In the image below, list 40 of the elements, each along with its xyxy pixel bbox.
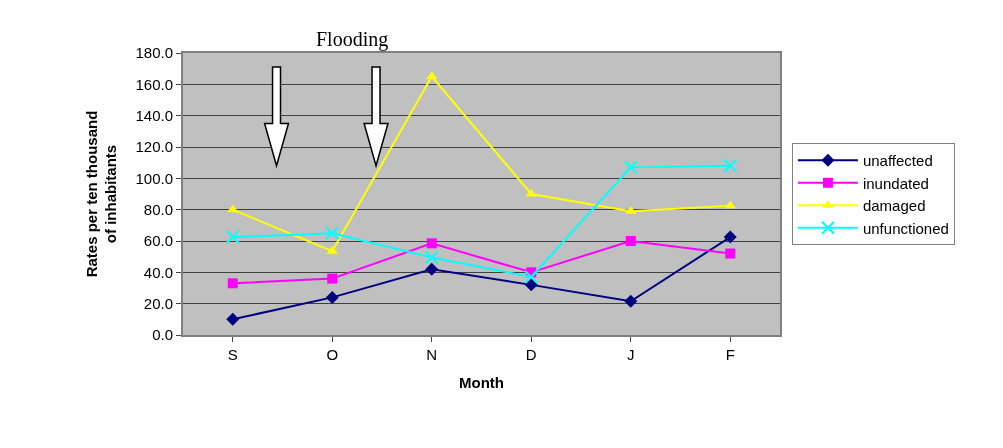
point xyxy=(325,226,340,241)
y-axis-title: Rates per ten thousand of inhabitants xyxy=(82,110,120,278)
point xyxy=(723,230,737,244)
x-tick-label: O xyxy=(326,346,339,363)
y-tick-label: 100.0 xyxy=(135,169,173,187)
point xyxy=(624,294,638,308)
x-tick-label: S xyxy=(227,346,238,363)
x-tick-label: N xyxy=(426,346,438,363)
point xyxy=(327,273,338,284)
point xyxy=(227,278,238,289)
point xyxy=(424,250,439,265)
x-tick-label: D xyxy=(525,346,537,363)
point xyxy=(524,278,538,292)
point xyxy=(226,312,240,326)
point xyxy=(723,158,738,173)
x-tick-label: J xyxy=(627,346,635,363)
y-tick-label: 60.0 xyxy=(143,232,173,250)
legend-label: damaged xyxy=(862,197,926,215)
y-tick-label: 20.0 xyxy=(143,294,173,312)
text: Flooding xyxy=(316,28,389,51)
legend-label: unfunctioned xyxy=(862,219,949,237)
y-tick-label: 160.0 xyxy=(135,75,173,93)
y-tick-label: 0.0 xyxy=(152,326,173,344)
y-tick-label: 80.0 xyxy=(143,200,173,218)
y-tick-label: 180.0 xyxy=(135,44,173,62)
x-axis-title: Month xyxy=(459,373,504,391)
point xyxy=(623,160,638,175)
y-tick-label: 40.0 xyxy=(143,263,173,281)
point xyxy=(225,230,240,245)
x-tick-label: F xyxy=(725,346,735,363)
legend-label: inundated xyxy=(862,174,929,192)
point xyxy=(425,262,439,276)
point xyxy=(625,236,636,246)
point xyxy=(325,290,339,304)
legend-label: unaffected xyxy=(862,152,933,170)
y-tick-label: 120.0 xyxy=(135,138,173,156)
point xyxy=(725,248,736,259)
point xyxy=(524,270,539,285)
y-tick-label: 140.0 xyxy=(135,106,173,124)
point xyxy=(426,238,437,249)
